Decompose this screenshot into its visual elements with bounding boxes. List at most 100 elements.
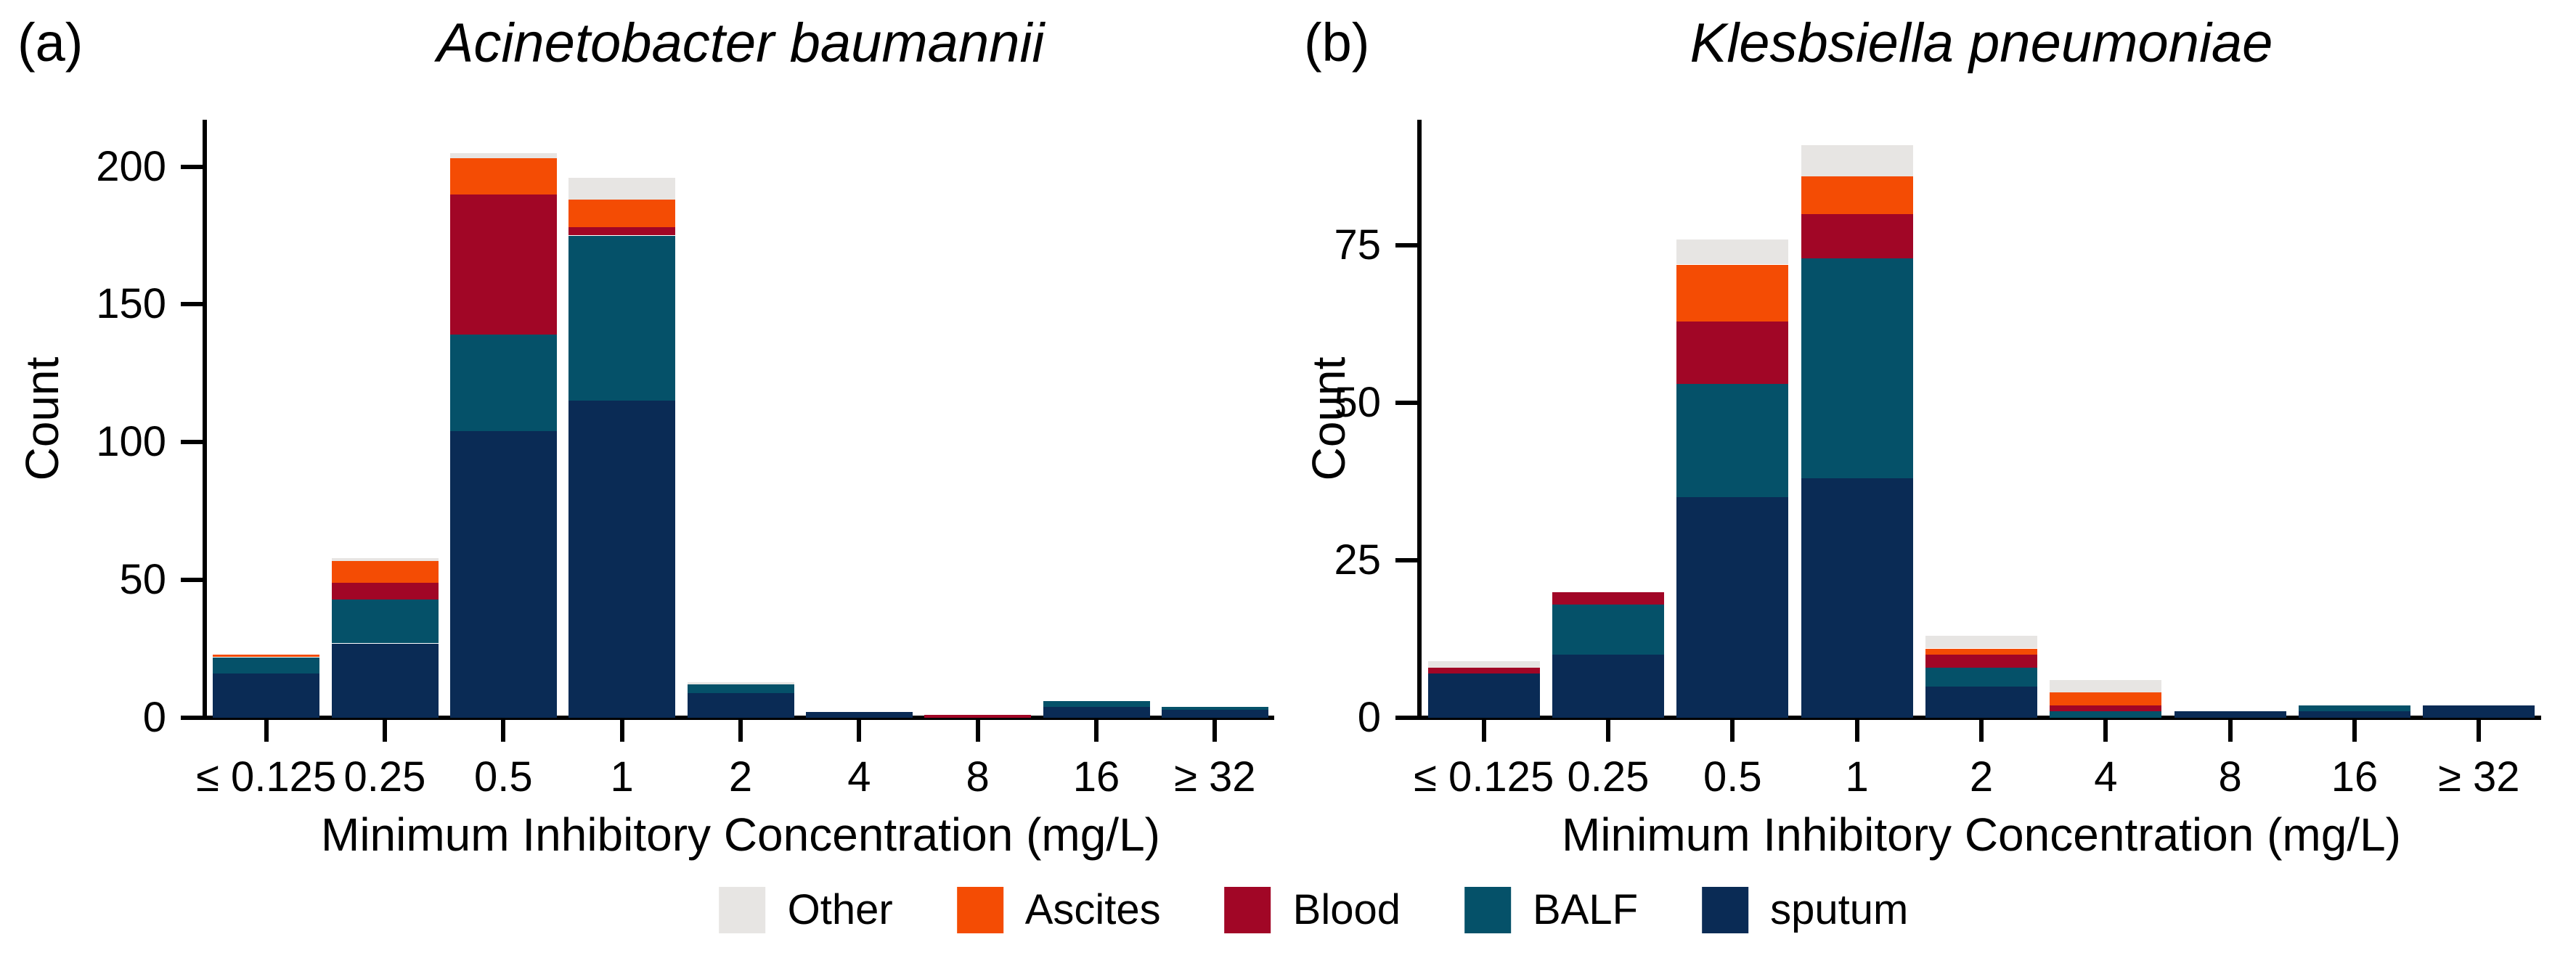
y-tick: [1395, 401, 1417, 406]
y-tick: [1395, 243, 1417, 248]
bar-≤0.125-Ascites: [213, 654, 319, 658]
bar-1-BALF: [568, 235, 675, 401]
x-tick: [2227, 720, 2233, 742]
y-tick-label: 50: [1334, 379, 1381, 427]
x-tick-label: 8: [2218, 753, 2242, 801]
x-tick-label: 8: [966, 753, 990, 801]
x-tick-label: ≤ 0.125: [1414, 753, 1554, 801]
x-tick-label: 0.5: [474, 753, 533, 801]
bar-1-sputum: [1801, 478, 1913, 718]
bar-0.25-sputum: [1552, 655, 1664, 718]
x-tick: [1212, 720, 1218, 742]
legend-swatch-ascites: [956, 887, 1003, 933]
y-tick-label: 200: [96, 142, 166, 190]
y-tick: [1395, 558, 1417, 563]
bar-≤0.125-sputum: [213, 674, 319, 718]
bar-16-sputum: [2299, 711, 2410, 718]
x-tick: [2352, 720, 2357, 742]
bar-0.25-BALF: [332, 599, 439, 644]
x-tick-label: 0.5: [1703, 753, 1762, 801]
panel-title-b: Klesbsiella pneumoniae: [1690, 12, 2273, 74]
bar-2-sputum: [1925, 686, 2037, 718]
bar-0.5-Blood: [450, 194, 557, 335]
x-tick: [2477, 720, 2482, 742]
bar-2-Other: [688, 681, 794, 685]
bar-≤0.125-sputum: [1428, 674, 1540, 718]
x-tick: [975, 720, 980, 742]
y-tick-label: 0: [1357, 694, 1381, 741]
legend-label-blood: Blood: [1292, 886, 1401, 933]
x-axis-line: [203, 716, 1274, 720]
legend-item-other: Other: [719, 886, 893, 933]
x-tick: [383, 720, 387, 742]
bar-0.5-Ascites: [450, 158, 557, 195]
bar-4-Other: [2050, 680, 2161, 693]
x-tick: [1730, 720, 1735, 742]
x-tick: [501, 720, 506, 742]
bar-≤0.125-Other: [1428, 660, 1540, 668]
bar-1-Ascites: [1801, 176, 1913, 215]
y-axis-line: [1417, 120, 1422, 720]
bar-1-Blood: [1801, 214, 1913, 258]
bar-8-sputum: [2174, 711, 2286, 718]
bar-2-BALF: [688, 684, 794, 693]
bar-16-sputum: [1043, 706, 1150, 718]
x-tick: [1854, 720, 1859, 742]
x-axis-title-b: Minimum Inhibitory Concentration (mg/L): [1562, 808, 2401, 861]
x-tick-label: 2: [1969, 753, 1994, 801]
x-tick-label: 16: [1072, 753, 1120, 801]
x-tick: [1481, 720, 1486, 742]
bar-1-BALF: [1801, 258, 1913, 479]
bar-0.5-Other: [450, 152, 557, 159]
legend-item-sputum: sputum: [1702, 887, 1908, 933]
y-tick-label: 75: [1334, 221, 1381, 269]
x-axis-title-a: Minimum Inhibitory Concentration (mg/L): [321, 808, 1160, 861]
bar-16-BALF: [2299, 705, 2410, 712]
y-tick: [1395, 716, 1417, 720]
bar-1-Ascites: [568, 200, 675, 228]
y-tick-label: 50: [119, 556, 166, 604]
bar-4-Blood: [2050, 705, 2161, 712]
x-tick-label: ≤ 0.125: [196, 753, 337, 801]
panel-letter-b: (b): [1304, 12, 1370, 73]
legend-label-other: Other: [787, 886, 893, 933]
x-tick-label: 2: [728, 753, 753, 801]
bar-2-sputum: [688, 692, 794, 718]
x-tick: [1979, 720, 1984, 742]
x-tick-label: 16: [2331, 753, 2379, 801]
bar-0.25-sputum: [332, 643, 439, 718]
bar-0.25-Ascites: [332, 560, 439, 583]
legend-item-blood: Blood: [1224, 886, 1401, 933]
bar-2-Blood: [1925, 655, 2037, 668]
x-tick: [857, 720, 862, 742]
bar-1-Other: [1801, 144, 1913, 177]
bar-4-BALF: [2050, 711, 2161, 718]
panel-title-a: Acinetobacter baumannii: [436, 12, 1045, 74]
y-tick-label: 0: [142, 694, 166, 741]
bar-0.25-BALF: [1552, 604, 1664, 655]
x-tick: [264, 720, 269, 742]
x-axis-line: [1417, 716, 2541, 720]
x-tick-label: 1: [610, 753, 634, 801]
legend-item-ascites: Ascites: [956, 887, 1161, 933]
x-tick-label: 4: [2094, 753, 2118, 801]
y-tick: [181, 716, 203, 720]
y-tick-label: 100: [96, 418, 166, 466]
y-tick-label: 150: [96, 280, 166, 328]
bar-1-sputum: [568, 401, 675, 718]
bar-0.5-BALF: [450, 335, 557, 432]
bar-0.5-sputum: [1676, 497, 1788, 718]
bar-0.25-Blood: [1552, 591, 1664, 605]
bar-≤0.125-Blood: [1428, 667, 1540, 674]
x-tick: [1606, 720, 1610, 742]
legend-swatch-blood: [1224, 887, 1271, 933]
x-tick-label: ≥ 32: [2438, 753, 2520, 801]
x-tick: [1094, 720, 1099, 742]
bar-≥32-sputum: [1162, 709, 1268, 718]
bar-0.5-Other: [1676, 239, 1788, 265]
x-tick-label: 0.25: [343, 753, 426, 801]
y-tick: [181, 440, 203, 445]
bar-0.5-BALF: [1676, 384, 1788, 498]
bar-0.5-sputum: [450, 431, 557, 718]
x-tick: [738, 720, 743, 742]
